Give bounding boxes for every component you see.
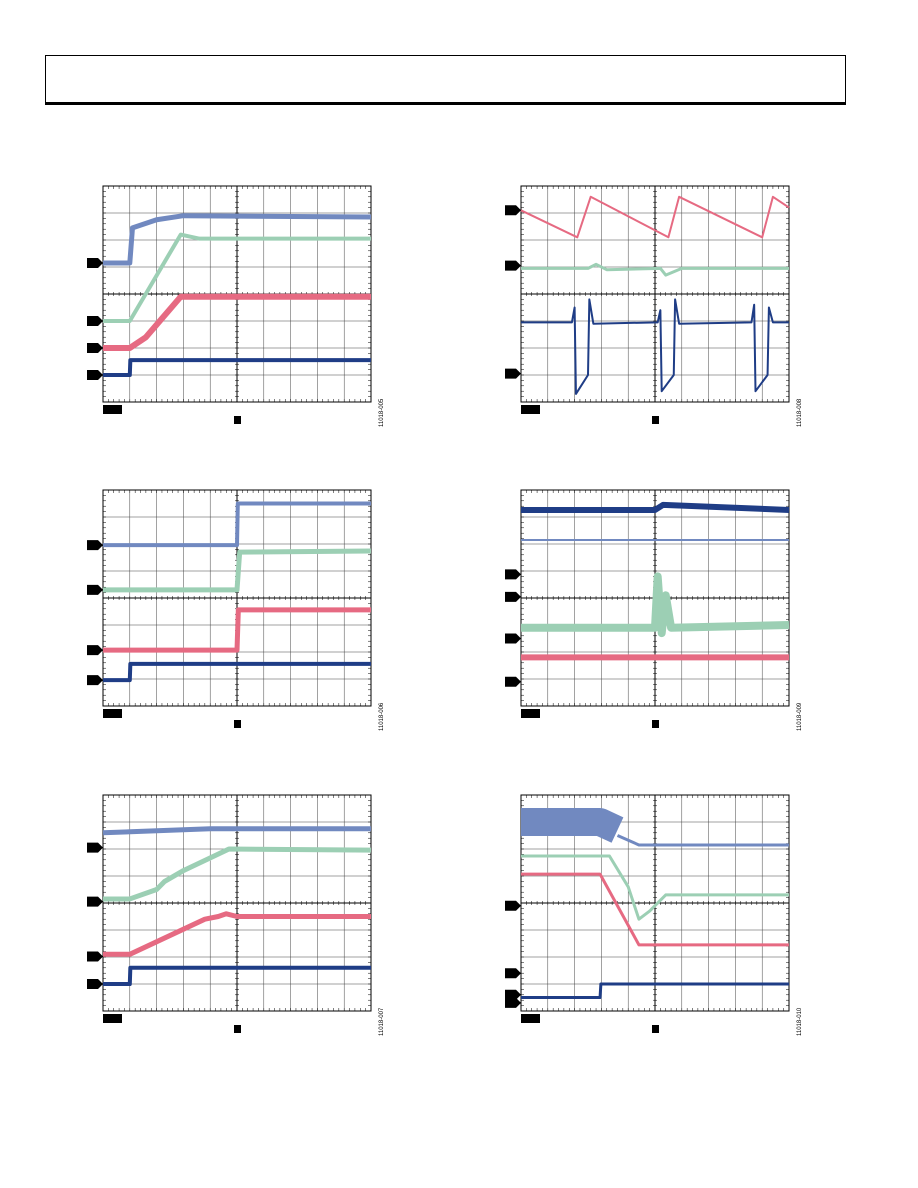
scope-tab	[103, 709, 122, 718]
figure-id: 11018-007	[379, 1007, 385, 1036]
trigger-marker	[234, 1025, 241, 1033]
waveform	[521, 572, 790, 638]
waveform	[103, 501, 371, 548]
channel-marker	[505, 569, 521, 580]
scope-tab	[521, 1014, 540, 1023]
channel-marker	[505, 205, 521, 216]
waveform	[521, 808, 624, 843]
channel-marker	[87, 979, 103, 989]
waveform	[103, 213, 372, 266]
waveform	[103, 846, 372, 902]
waveform	[521, 298, 789, 395]
channel-marker	[505, 633, 521, 644]
channel-marker	[505, 968, 521, 979]
waveform	[103, 548, 372, 593]
scope-plot: 11018-007	[87, 794, 385, 1036]
channel-marker	[87, 316, 103, 326]
channel-marker	[87, 540, 103, 551]
trigger-marker	[652, 1025, 659, 1033]
channel-marker	[505, 591, 521, 602]
waveform	[521, 501, 790, 513]
channel-marker	[505, 997, 521, 1008]
trigger-marker	[652, 720, 659, 728]
channel-marker	[87, 675, 103, 686]
figure-id: 11018-008	[797, 398, 803, 427]
channel-marker	[505, 900, 521, 911]
scope-plot: 11018-005	[87, 185, 385, 427]
channel-marker	[87, 896, 103, 907]
scope-tab	[103, 405, 122, 414]
channel-marker	[87, 645, 103, 656]
waveform	[103, 293, 371, 351]
waveform	[103, 661, 371, 683]
scope-plot: 11018-006	[87, 489, 385, 731]
waveform	[521, 262, 789, 277]
waveform	[616, 834, 789, 847]
trigger-marker	[234, 416, 241, 424]
scope-tab	[103, 1014, 122, 1023]
channel-marker	[505, 676, 521, 687]
channel-marker	[87, 343, 103, 353]
waveform	[103, 965, 371, 986]
scope-plot: 11018-009	[505, 489, 803, 731]
waveform	[103, 358, 371, 377]
waveform	[103, 232, 371, 323]
figure-id: 11018-006	[379, 702, 385, 731]
trigger-marker	[652, 416, 659, 424]
waveform	[521, 982, 789, 999]
channel-marker	[505, 260, 521, 271]
waveform	[521, 872, 789, 947]
channel-marker	[505, 989, 521, 1000]
channel-marker	[87, 370, 103, 380]
figure-id: 11018-010	[797, 1007, 803, 1036]
scope-plot: 11018-008	[505, 185, 803, 427]
waveform	[520, 195, 790, 239]
channel-marker	[87, 842, 103, 853]
header-box	[45, 55, 846, 103]
channel-marker	[87, 257, 103, 268]
scope-plot: 11018-010	[505, 794, 803, 1036]
waveform	[103, 607, 371, 653]
waveform	[102, 826, 371, 836]
channel-marker	[87, 951, 103, 962]
figure-id: 11018-009	[797, 702, 803, 731]
waveform	[103, 911, 371, 957]
channel-marker	[87, 584, 103, 595]
scope-tab	[521, 405, 540, 414]
waveform	[521, 854, 789, 921]
channel-marker	[505, 368, 521, 379]
trigger-marker	[234, 720, 241, 728]
figure-id: 11018-005	[379, 398, 385, 427]
scope-tab	[521, 709, 540, 718]
